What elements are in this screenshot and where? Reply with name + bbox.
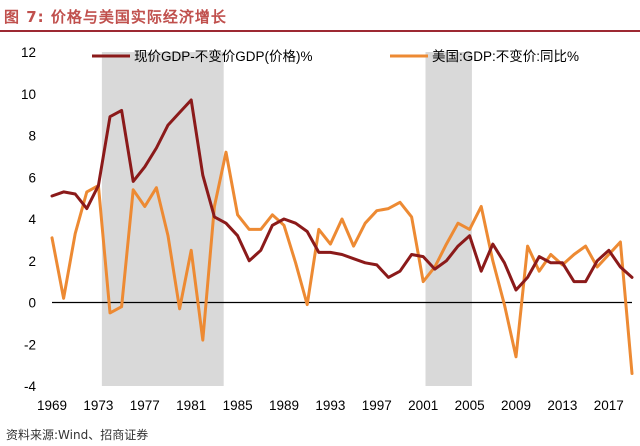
chart-container: -4 -2 0 2 4 6 8 10 12 1969 1973 1977 1981 1985 1989 19…	[0, 34, 640, 424]
y-axis-ticks: -4 -2 0 2 4 6 8 10 12	[21, 45, 37, 394]
legend-label-0: 现价GDP-不变价GDP(价格)%	[134, 49, 313, 64]
y-tick-label-1: -2	[24, 337, 36, 352]
x-tick-label-4: 1985	[223, 398, 253, 413]
figure-header: 图 7: 价格与美国实际经济增长	[0, 0, 640, 34]
x-axis-ticks: 1969 1973 1977 1981 1985 1989 1993 1997 2001 2005…	[37, 398, 624, 413]
y-tick-label-5: 6	[28, 170, 36, 185]
x-tick-label-7: 1997	[362, 398, 392, 413]
source-note: 资料来源:Wind、招商证券	[6, 428, 149, 442]
x-tick-label-11: 2013	[547, 398, 577, 413]
y-tick-label-0: -4	[24, 379, 36, 394]
y-tick-label-6: 8	[28, 129, 36, 144]
series-line-0	[50, 98, 634, 292]
recession-shading-group	[101, 52, 472, 386]
y-tick-label-7: 10	[21, 87, 36, 102]
y-tick-label-4: 4	[28, 212, 36, 227]
x-tick-label-12: 2017	[594, 398, 624, 413]
chart-legend: 现价GDP-不变价GDP(价格)% 美国:GDP:不变价:同比%	[92, 49, 579, 64]
x-tick-label-1: 1973	[83, 398, 113, 413]
x-tick-label-8: 2001	[408, 398, 438, 413]
y-tick-label-3: 2	[28, 254, 36, 269]
x-tick-label-2: 1977	[130, 398, 160, 413]
x-tick-label-9: 2005	[455, 398, 485, 413]
x-tick-label-6: 1993	[315, 398, 345, 413]
x-tick-label-5: 1989	[269, 398, 299, 413]
figure-title: 图 7: 价格与美国实际经济增长	[4, 8, 227, 26]
x-tick-label-10: 2009	[501, 398, 531, 413]
title-divider	[0, 30, 640, 32]
legend-label-1: 美国:GDP:不变价:同比%	[432, 49, 579, 64]
y-tick-label-8: 12	[21, 45, 36, 60]
shaded-period-1	[425, 52, 472, 386]
series-lines-group	[50, 98, 634, 375]
x-tick-label-0: 1969	[37, 398, 67, 413]
x-tick-label-3: 1981	[176, 398, 206, 413]
y-tick-label-2: 0	[28, 296, 36, 311]
